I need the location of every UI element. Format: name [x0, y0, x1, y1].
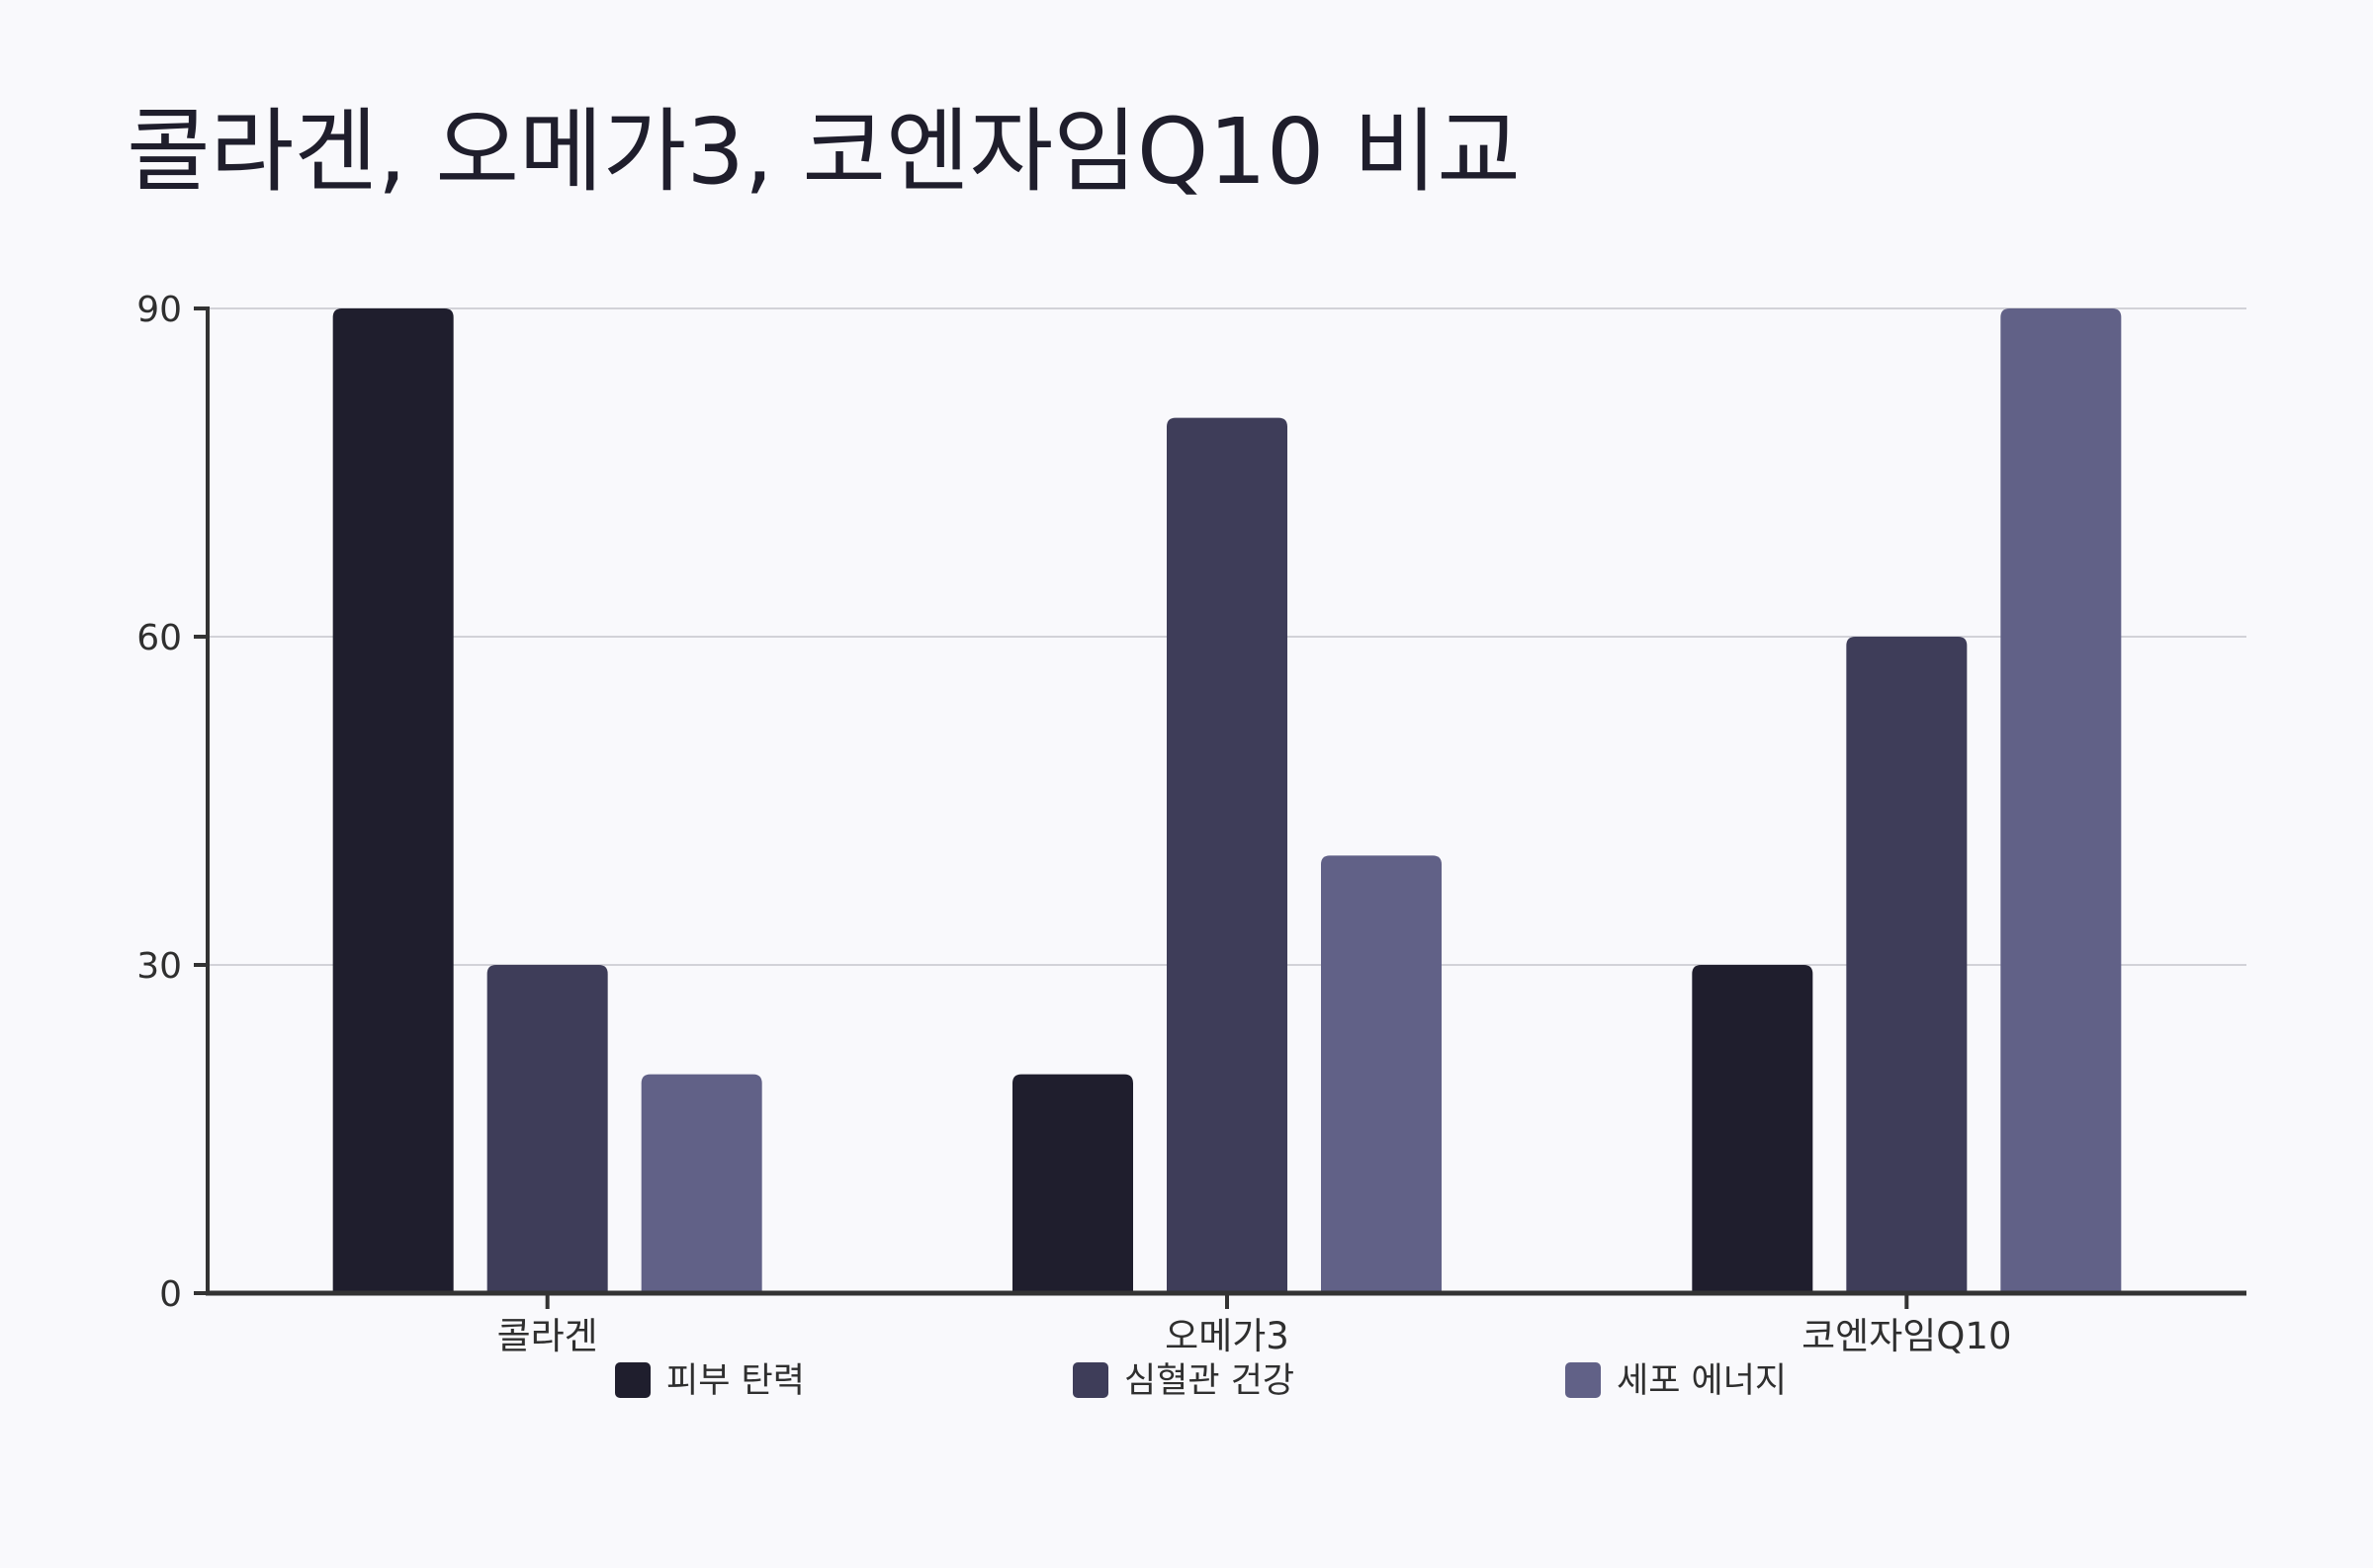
- bars: [332, 308, 2122, 1294]
- bar: [332, 308, 454, 1293]
- bar: [1167, 417, 1287, 1294]
- bar: [1321, 855, 1442, 1293]
- x-tick-label: 콜라겐: [497, 1315, 598, 1357]
- y-tick-label: 0: [159, 1274, 182, 1315]
- bar: [486, 965, 608, 1293]
- bar: [1846, 637, 1968, 1293]
- bar: [2000, 308, 2122, 1293]
- bar: [1692, 965, 1813, 1293]
- legend-swatch: [1565, 1362, 1601, 1398]
- legend-label: 피부 탄력: [666, 1361, 805, 1401]
- axes: 0 30 60 90 콜라겐 오메가3 코엔자임Q10: [136, 290, 2246, 1357]
- x-tick-label: 오메가3: [1165, 1315, 1289, 1357]
- bar: [1012, 1074, 1133, 1293]
- legend-label: 세포 에너지: [1617, 1361, 1787, 1401]
- x-tick-label: 코엔자임Q10: [1802, 1315, 2011, 1357]
- chart-title: 콜라겐, 오메가3, 코엔자임Q10 비교: [127, 99, 1521, 205]
- legend-swatch: [615, 1362, 651, 1398]
- legend-swatch: [1073, 1362, 1108, 1398]
- legend-label: 심혈관 건강: [1124, 1361, 1294, 1401]
- y-tick-label: 90: [136, 290, 182, 330]
- bar: [641, 1074, 762, 1293]
- y-tick-label: 60: [136, 618, 182, 658]
- y-tick-label: 30: [136, 946, 182, 987]
- legend: 피부 탄력 심혈관 건강 세포 에너지: [615, 1361, 1787, 1401]
